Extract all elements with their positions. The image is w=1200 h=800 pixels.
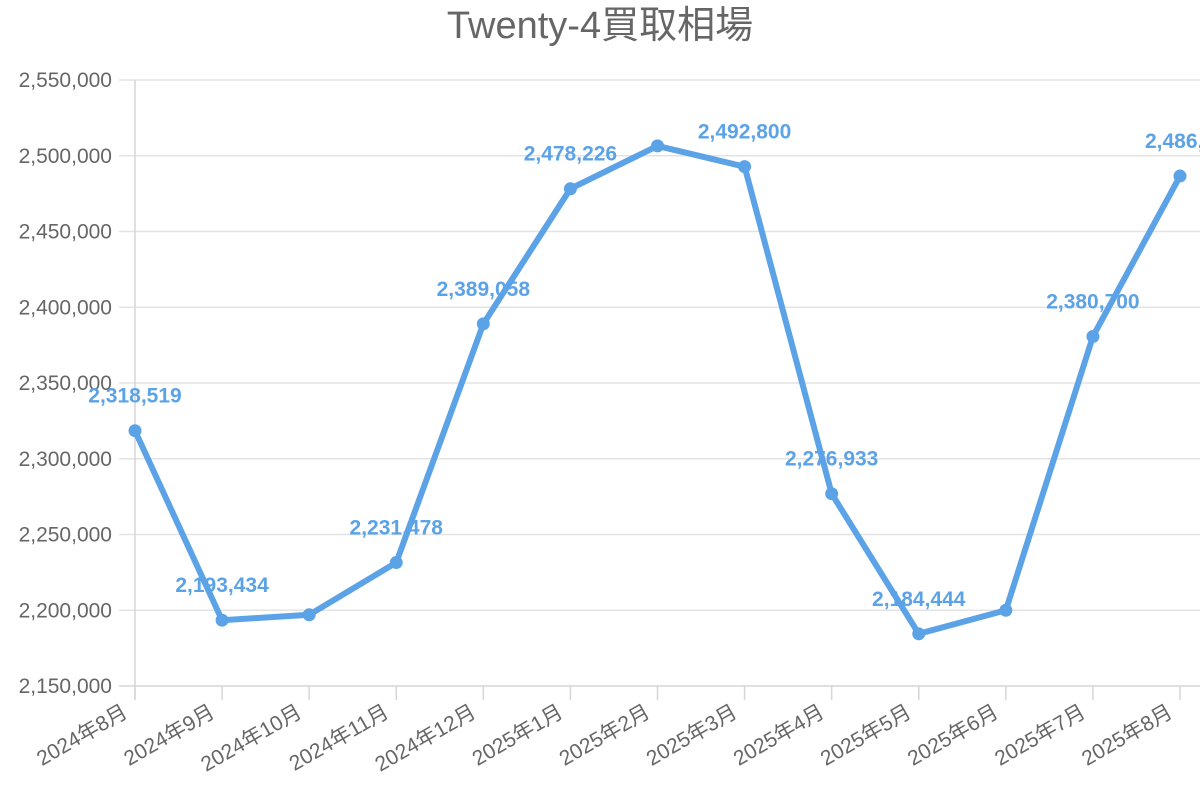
data-label: 2,184,444 [872, 588, 966, 611]
series-line [132, 142, 1183, 637]
x-tick-label: 2025年3月 [643, 700, 741, 770]
x-tick-label: 2025年7月 [991, 700, 1089, 770]
x-tick-label: 2025年1月 [468, 700, 566, 770]
data-point [1086, 329, 1100, 343]
y-tick-label: 2,250,000 [19, 524, 112, 547]
data-label: 2,389,058 [437, 278, 531, 301]
x-tick-label: 2025年8月 [1078, 700, 1176, 770]
data-point [1173, 169, 1187, 183]
data-point [999, 603, 1013, 617]
chart-title: Twenty-4買取相場 [447, 5, 753, 47]
x-tick-label: 2025年5月 [817, 700, 915, 770]
x-axis-ticks: 2024年8月2024年9月2024年10月2024年11月2024年12月20… [33, 700, 1176, 776]
data-point [476, 317, 490, 331]
y-tick-label: 2,300,000 [19, 448, 112, 471]
y-tick-label: 2,450,000 [19, 221, 112, 244]
series-layer [128, 139, 1187, 641]
data-label: 2,276,933 [785, 448, 878, 471]
data-point [215, 613, 229, 627]
x-tick-label: 2025年2月 [556, 700, 654, 770]
x-tick-label: 2025年6月 [904, 700, 1002, 770]
y-tick-label: 2,350,000 [19, 372, 112, 395]
y-tick-label: 2,150,000 [19, 675, 112, 698]
y-tick-label: 2,400,000 [19, 296, 112, 319]
x-tick-label: 2025年4月 [730, 700, 828, 770]
data-point [302, 608, 316, 622]
data-point [389, 556, 403, 570]
data-point [912, 627, 926, 641]
data-label: 2,318,519 [88, 385, 181, 408]
data-label-layer: 2,318,519 2,193,434 2,231,478 2,389,058 2,47… [88, 121, 1200, 611]
data-label: 2,380,700 [1046, 290, 1139, 313]
data-label: 2,231,478 [350, 517, 444, 540]
data-point [738, 160, 752, 174]
data-label: 2,193,434 [175, 574, 269, 597]
y-tick-label: 2,550,000 [19, 69, 112, 92]
grid-layer [119, 79, 1200, 700]
x-tick-label: 2024年8月 [33, 700, 131, 770]
data-label: 2,492,800 [698, 121, 791, 144]
y-axis-ticks: 2,150,000 2,200,000 2,250,000 2,300,000 2,35… [19, 69, 112, 698]
data-point [651, 139, 664, 153]
data-point [563, 182, 577, 196]
data-label: 2,486,6 [1145, 130, 1200, 153]
y-tick-label: 2,500,000 [19, 145, 112, 168]
data-label: 2,478,226 [524, 143, 617, 166]
data-point [825, 487, 839, 501]
y-tick-label: 2,200,000 [19, 599, 112, 622]
data-point [128, 424, 142, 438]
